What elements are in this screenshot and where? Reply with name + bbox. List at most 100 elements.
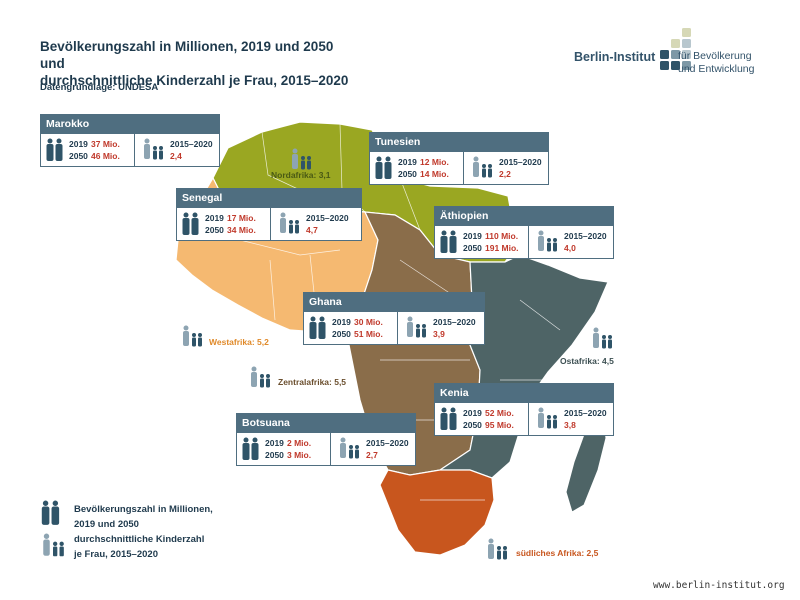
country-name: Tunesien [370, 133, 548, 152]
nordafrika-family-icon [292, 148, 311, 170]
population-2019: 12 Mio. [420, 157, 449, 167]
legend-fertility-line-2: je Frau, 2015–2020 [74, 549, 158, 560]
fertility-cell: 2015–2020 4,7 [272, 208, 361, 240]
population-icon [242, 437, 259, 460]
legend: Bevölkerungszahl in Millionen, 2019 und … [40, 500, 240, 565]
population-2050: 95 Mio. [485, 420, 514, 430]
population-cell: 2019 30 Mio. 2050 51 Mio. [304, 312, 398, 344]
population-2050: 3 Mio. [287, 450, 312, 460]
population-2019: 37 Mio. [91, 139, 120, 149]
population-2019: 110 Mio. [485, 231, 519, 241]
year-2019: 2019 [265, 438, 284, 448]
westafrika-label: Westafrika: 5,2 [209, 337, 269, 347]
fertility-value: 2,7 [366, 450, 378, 460]
fertility-period: 2015–2020 [306, 213, 349, 223]
year-2050: 2050 [265, 450, 284, 460]
population-2019: 52 Mio. [485, 408, 514, 418]
country-card-marokko: Marokko 2019 37 Mio. 2050 46 Mio. 2015–202… [40, 114, 220, 167]
population-2050: 34 Mio. [227, 225, 256, 235]
fertility-cell: 2015–2020 2,4 [136, 134, 219, 166]
country-card-ghana: Ghana 2019 30 Mio. 2050 51 Mio. 2015–2020 … [303, 292, 485, 345]
year-2050: 2050 [463, 420, 482, 430]
suedafrika-label: südliches Afrika: 2,5 [516, 548, 599, 558]
population-cell: 2019 37 Mio. 2050 46 Mio. [41, 134, 135, 166]
title-line-2: durchschnittliche Kinderzahl je Frau, 20… [40, 73, 349, 88]
zentralafrika-family-icon [251, 366, 270, 388]
year-2019: 2019 [332, 317, 351, 327]
country-card-senegal: Senegal 2019 17 Mio. 2050 34 Mio. 2015–202… [176, 188, 362, 241]
year-2050: 2050 [463, 243, 482, 253]
family-icon [538, 230, 557, 252]
fertility-period: 2015–2020 [564, 408, 607, 418]
fertility-value: 3,9 [433, 329, 445, 339]
country-card-kenia: Kenia 2019 52 Mio. 2050 95 Mio. 2015–2020 … [434, 383, 614, 436]
zentralafrika-label: Zentralafrika: 5,5 [278, 377, 347, 387]
data-source: Datengrundlage: UNDESA [40, 82, 159, 93]
population-icon [440, 230, 457, 253]
country-card-aethiopien: Äthiopien 2019 110 Mio. 2050 191 Mio. 2015… [434, 206, 614, 259]
year-2050: 2050 [398, 169, 417, 179]
country-card-tunesien: Tunesien 2019 12 Mio. 2050 14 Mio. 2015–20… [369, 132, 549, 185]
footer-url: www.berlin-institut.org [653, 580, 785, 591]
population-cell: 2019 52 Mio. 2050 95 Mio. [435, 403, 529, 435]
fertility-cell: 2015–2020 2,2 [465, 152, 548, 184]
country-name: Senegal [177, 189, 361, 208]
fertility-period: 2015–2020 [433, 317, 476, 327]
year-2050: 2050 [69, 151, 88, 161]
ostafrika-family-icon [593, 327, 612, 349]
population-icon [46, 138, 63, 161]
family-icon [473, 156, 492, 178]
legend-family-icon [43, 533, 64, 557]
family-icon [538, 407, 557, 429]
population-2050: 14 Mio. [420, 169, 449, 179]
year-2050: 2050 [205, 225, 224, 235]
page-title: Bevölkerungszahl in Millionen, 2019 und … [40, 38, 360, 89]
country-name: Marokko [41, 115, 219, 134]
title-line-1: Bevölkerungszahl in Millionen, 2019 und … [40, 39, 334, 71]
suedafrika-family-icon [488, 538, 507, 560]
legend-population-line-2: 2019 und 2050 [74, 519, 139, 530]
population-2050: 46 Mio. [91, 151, 120, 161]
year-2019: 2019 [463, 408, 482, 418]
legend-population-icon [41, 500, 60, 525]
fertility-value: 2,2 [499, 169, 511, 179]
year-2019: 2019 [205, 213, 224, 223]
population-2019: 2 Mio. [287, 438, 312, 448]
population-cell: 2019 17 Mio. 2050 34 Mio. [177, 208, 271, 240]
fertility-period: 2015–2020 [564, 231, 607, 241]
brand-subtitle-line-2: und Entwicklung [678, 63, 755, 75]
fertility-period: 2015–2020 [499, 157, 542, 167]
country-card-botsuana: Botsuana 2019 2 Mio. 2050 3 Mio. 2015–2020… [236, 413, 416, 466]
country-name: Äthiopien [435, 207, 613, 226]
population-2050: 51 Mio. [354, 329, 383, 339]
fertility-value: 4,7 [306, 225, 318, 235]
population-icon [309, 316, 326, 339]
country-name: Kenia [435, 384, 613, 403]
year-2019: 2019 [463, 231, 482, 241]
population-icon [375, 156, 392, 179]
fertility-period: 2015–2020 [170, 139, 213, 149]
nordafrika-label: Nordafrika: 3,1 [271, 170, 331, 180]
brand-logo: Berlin-Institut für Bevölkerung und Entw… [574, 28, 774, 80]
population-2019: 30 Mio. [354, 317, 383, 327]
fertility-cell: 2015–2020 3,8 [530, 403, 613, 435]
fertility-cell: 2015–2020 2,7 [332, 433, 415, 465]
family-icon [340, 437, 359, 459]
brand-subtitle-line-1: für Bevölkerung [678, 50, 752, 62]
fertility-value: 3,8 [564, 420, 576, 430]
legend-fertility-line-1: durchschnittliche Kinderzahl [74, 534, 205, 545]
population-icon [182, 212, 199, 235]
fertility-cell: 2015–2020 3,9 [399, 312, 484, 344]
ostafrika-label: Ostafrika: 4,5 [560, 356, 614, 366]
year-2019: 2019 [69, 139, 88, 149]
country-name: Botsuana [237, 414, 415, 433]
fertility-value: 4,0 [564, 243, 576, 253]
westafrika-family-icon [183, 325, 202, 347]
berlin-institut-logo-icon [660, 28, 691, 70]
family-icon [407, 316, 426, 338]
population-2050: 191 Mio. [485, 243, 519, 253]
fertility-period: 2015–2020 [366, 438, 409, 448]
family-icon [280, 212, 299, 234]
population-icon [440, 407, 457, 430]
legend-population-line-1: Bevölkerungszahl in Millionen, [74, 504, 213, 515]
